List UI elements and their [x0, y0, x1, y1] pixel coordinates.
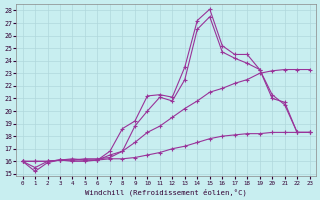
X-axis label: Windchill (Refroidissement éolien,°C): Windchill (Refroidissement éolien,°C) — [85, 188, 247, 196]
